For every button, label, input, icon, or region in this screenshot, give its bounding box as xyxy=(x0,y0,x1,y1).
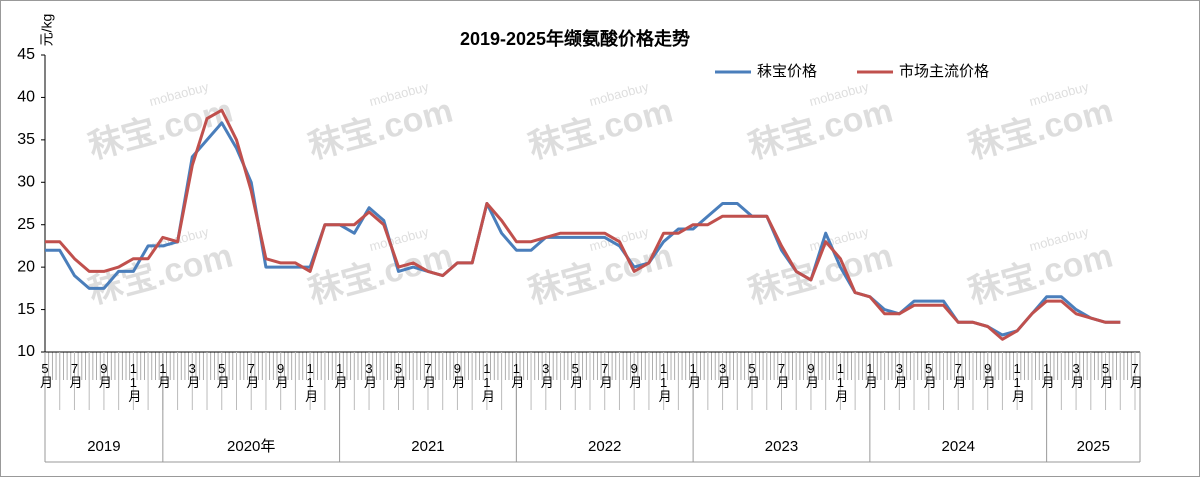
x-tick-label: 1月 xyxy=(1041,361,1055,390)
y-tick-label: 15 xyxy=(17,301,35,318)
x-tick-label: 5月 xyxy=(570,361,584,390)
y-tick-label: 40 xyxy=(17,89,35,106)
y-tick-label: 30 xyxy=(17,174,35,191)
x-tick-label: 3月 xyxy=(894,361,908,390)
x-tick-label: 5月 xyxy=(393,361,407,390)
x-tick-label: 9月 xyxy=(452,361,466,390)
x-tick-label: 11月 xyxy=(1012,361,1026,404)
year-label: 2025 xyxy=(1077,438,1110,455)
x-tick-label: 1月 xyxy=(688,361,702,390)
x-tick-label: 1月 xyxy=(864,361,878,390)
series-line xyxy=(45,121,1121,337)
x-tick-label: 7月 xyxy=(246,361,260,390)
legend-label: 秣宝价格 xyxy=(757,63,817,80)
x-tick-label: 7月 xyxy=(953,361,967,390)
x-tick-label: 5月 xyxy=(40,361,54,390)
x-tick-label: 11月 xyxy=(305,361,319,404)
x-tick-label: 11月 xyxy=(835,361,849,404)
year-label: 2020年 xyxy=(227,438,275,455)
year-label: 2019 xyxy=(87,438,120,455)
x-tick-label: 3月 xyxy=(540,361,554,390)
x-tick-label: 7月 xyxy=(1130,361,1144,390)
x-tick-label: 5月 xyxy=(1100,361,1114,390)
y-tick-label: 35 xyxy=(17,131,35,148)
series-line xyxy=(45,108,1121,341)
x-tick-label: 11月 xyxy=(128,361,142,404)
x-tick-label: 9月 xyxy=(629,361,643,390)
year-label: 2023 xyxy=(765,438,798,455)
x-tick-label: 7月 xyxy=(422,361,436,390)
year-label: 2024 xyxy=(942,438,975,455)
x-tick-label: 9月 xyxy=(805,361,819,390)
x-tick-label: 9月 xyxy=(98,361,112,390)
legend-label: 市场主流价格 xyxy=(899,63,989,80)
y-tick-label: 45 xyxy=(17,46,35,63)
year-label: 2021 xyxy=(411,438,444,455)
x-tick-label: 1月 xyxy=(157,361,171,390)
year-label: 2022 xyxy=(588,438,621,455)
y-tick-label: 20 xyxy=(17,258,35,275)
x-tick-label: 11月 xyxy=(481,361,495,404)
x-tick-label: 7月 xyxy=(776,361,790,390)
x-tick-label: 3月 xyxy=(187,361,201,390)
x-tick-label: 5月 xyxy=(216,361,230,390)
x-tick-label: 1月 xyxy=(334,361,348,390)
x-tick-label: 9月 xyxy=(982,361,996,390)
y-tick-label: 10 xyxy=(17,343,35,360)
x-tick-label: 3月 xyxy=(717,361,731,390)
y-tick-label: 25 xyxy=(17,216,35,233)
x-tick-label: 1月 xyxy=(511,361,525,390)
y-axis-label: 元/kg xyxy=(39,14,55,47)
x-tick-label: 7月 xyxy=(599,361,613,390)
x-tick-label: 11月 xyxy=(658,361,672,404)
x-tick-label: 3月 xyxy=(364,361,378,390)
x-tick-label: 5月 xyxy=(747,361,761,390)
x-tick-label: 3月 xyxy=(1071,361,1085,390)
chart-title: 2019-2025年缬氨酸价格走势 xyxy=(460,28,690,49)
x-tick-label: 9月 xyxy=(275,361,289,390)
x-tick-label: 7月 xyxy=(69,361,83,390)
x-tick-label: 5月 xyxy=(923,361,937,390)
